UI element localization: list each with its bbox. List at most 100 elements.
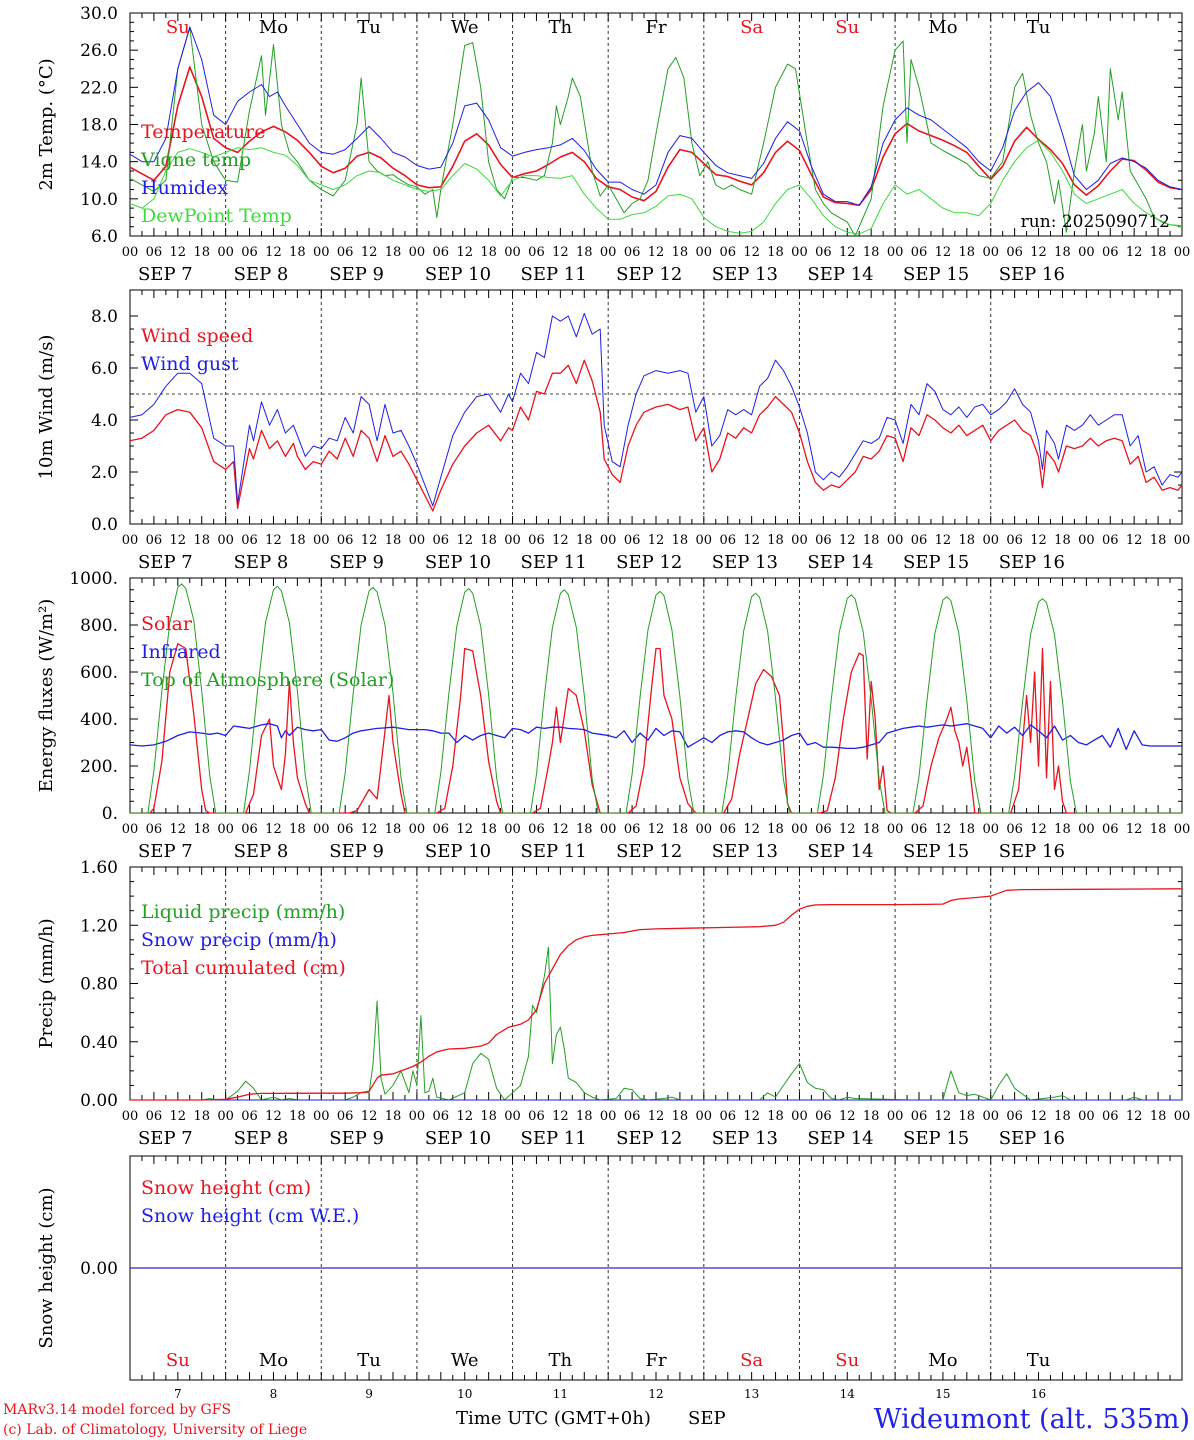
precip-hour-label: 06	[146, 1109, 163, 1124]
chart-panels: 6.0 10.0 14.0 18.0 22.0 26.0 30.0 2m Temp. (°C)…	[36, 4, 1190, 1401]
bottom-day-label: Mo	[259, 1350, 288, 1371]
station-title: Wideumont (alt. 535m)	[874, 1404, 1190, 1435]
energy-hour-label: 12	[839, 822, 856, 837]
energy-hour-label: 12	[170, 822, 187, 837]
energy-hour-label: 06	[1006, 822, 1023, 837]
temp-hour-label: 18	[480, 245, 497, 260]
wind-hour-label: 18	[767, 533, 784, 548]
bottom-day-label: Tu	[1027, 1350, 1051, 1371]
temp-hour-label: 06	[719, 245, 736, 260]
temp-hour-label: 06	[433, 245, 450, 260]
precip-hour-label: 00	[1174, 1109, 1191, 1124]
wind-date-label: SEP 7	[138, 552, 193, 573]
precip-hour-label: 12	[743, 1109, 760, 1124]
temp-hour-label: 00	[887, 245, 904, 260]
energy-hour-label: 18	[576, 822, 593, 837]
precip-hour-label: 06	[815, 1109, 832, 1124]
precip-date-label: SEP 10	[425, 1128, 491, 1149]
top-day-label: Su	[166, 17, 190, 38]
wind-date-label: SEP 10	[425, 552, 491, 573]
energy-y-tick-label: 200.	[80, 757, 118, 777]
energy-y-tick-label: 400.	[80, 710, 118, 730]
wind-hour-label: 00	[1174, 533, 1191, 548]
wind-legend-entry: Wind speed	[141, 325, 253, 347]
wind-hour-label: 12	[1030, 533, 1047, 548]
precip-hour-label: 18	[959, 1109, 976, 1124]
temp-hour-label: 06	[241, 245, 258, 260]
energy-legend-entry: Top of Atmosphere (Solar)	[141, 669, 394, 691]
energy-hour-label: 06	[241, 822, 258, 837]
wind-hour-label: 06	[1006, 533, 1023, 548]
energy-hour-label: 18	[480, 822, 497, 837]
temp-hour-label: 12	[935, 245, 952, 260]
temp-y-tick-label: 26.0	[80, 41, 118, 61]
energy-hour-label: 06	[433, 822, 450, 837]
temp-date-label: SEP 14	[807, 264, 873, 285]
precip-date-label: SEP 15	[903, 1128, 969, 1149]
wind-hour-label: 00	[1078, 533, 1095, 548]
temp-hour-label: 18	[863, 245, 880, 260]
energy-hour-label: 00	[696, 822, 713, 837]
temp-hour-label: 18	[1054, 245, 1071, 260]
energy-legend-entry: Infrared	[141, 641, 221, 663]
wind-y-tick-label: 2.0	[91, 463, 118, 483]
energy-hour-label: 18	[1150, 822, 1167, 837]
temp-hour-label: 06	[1102, 245, 1119, 260]
wind-series-wind-gust	[129, 312, 1183, 507]
wind-hour-label: 00	[887, 533, 904, 548]
temp-y-tick-label: 18.0	[80, 116, 118, 136]
energy-series-solar	[130, 643, 1182, 814]
temp-hour-label: 00	[1174, 245, 1191, 260]
temp-hour-label: 18	[1150, 245, 1167, 260]
precip-date-label: SEP 9	[329, 1128, 384, 1149]
precip-y-tick-label: 0.80	[80, 975, 118, 995]
temp-y-tick-label: 10.0	[80, 190, 118, 210]
energy-hour-label: 06	[337, 822, 354, 837]
wind-hour-label: 12	[648, 533, 665, 548]
bottom-day-number: 11	[553, 1387, 568, 1401]
temp-hour-label: 12	[265, 245, 282, 260]
temp-legend-entry: DewPoint Temp	[141, 205, 292, 227]
energy-hour-label: 06	[719, 822, 736, 837]
wind-date-label: SEP 11	[521, 552, 587, 573]
top-day-label: Mo	[928, 17, 957, 38]
wind-hour-label: 00	[217, 533, 234, 548]
temp-hour-label: 06	[815, 245, 832, 260]
bottom-day-number: 13	[744, 1387, 759, 1401]
temp-y-tick-label: 14.0	[80, 153, 118, 173]
wind-hour-label: 12	[839, 533, 856, 548]
temp-hour-label: 06	[528, 245, 545, 260]
bottom-day-label: Th	[549, 1350, 573, 1371]
temp-hour-label: 18	[767, 245, 784, 260]
wind-hour-label: 00	[409, 533, 426, 548]
energy-date-label: SEP 14	[807, 841, 873, 862]
precip-hour-label: 06	[624, 1109, 641, 1124]
bottom-day-label: Su	[166, 1350, 190, 1371]
bottom-day-number: 7	[174, 1387, 182, 1401]
temp-date-label: SEP 11	[521, 264, 587, 285]
wind-hour-label: 00	[600, 533, 617, 548]
energy-frame	[129, 577, 1183, 814]
wind-hour-label: 12	[1126, 533, 1143, 548]
wind-date-label: SEP 9	[329, 552, 384, 573]
bottom-day-number: 14	[840, 1387, 856, 1401]
energy-y-axis-label: Energy fluxes (W/m²)	[36, 599, 57, 793]
top-day-label: Mo	[259, 17, 288, 38]
precip-hour-label: 06	[911, 1109, 928, 1124]
energy-hour-label: 18	[767, 822, 784, 837]
precip-series-total-cumulated-cm	[130, 888, 1183, 1101]
wind-panel: 0.0 2.0 4.0 6.0 8.0 10m Wind (m/s) Wind speed W…	[36, 289, 1191, 573]
temp-date-label: SEP 12	[616, 264, 682, 285]
temp-date-label: SEP 16	[999, 264, 1065, 285]
temp-legend-entry: Vigne temp	[140, 149, 251, 171]
snow-panel: 0.00 Snow height (cm) Snow height (cm) Snow…	[36, 1155, 1183, 1381]
energy-hour-label: 06	[815, 822, 832, 837]
energy-hour-label: 06	[528, 822, 545, 837]
energy-hour-label: 12	[648, 822, 665, 837]
wind-hour-label: 06	[815, 533, 832, 548]
precip-y-tick-label: 0.00	[80, 1091, 118, 1111]
energy-hour-label: 12	[456, 822, 473, 837]
temp-hour-label: 00	[982, 245, 999, 260]
wind-hour-label: 12	[170, 533, 187, 548]
precip-legend-entry: Total cumulated (cm)	[141, 957, 346, 979]
